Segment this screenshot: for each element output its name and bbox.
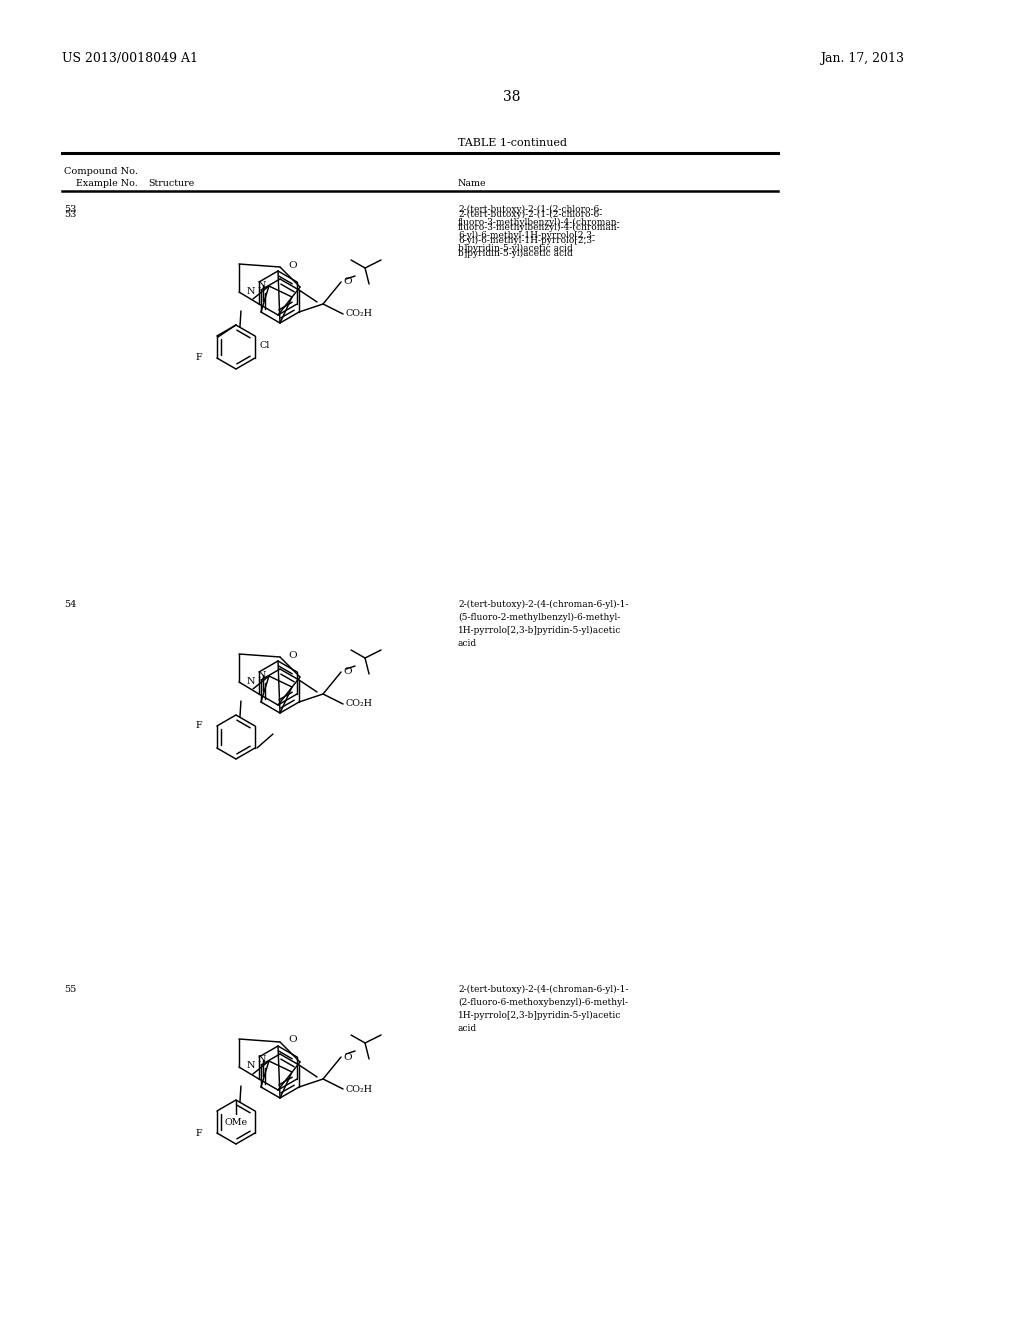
Text: 6-yl)-6-methyl-1H-pyrrolo[2,3-: 6-yl)-6-methyl-1H-pyrrolo[2,3-: [458, 236, 595, 246]
Text: F: F: [196, 1129, 202, 1138]
Text: CO₂H: CO₂H: [345, 1085, 372, 1093]
Text: b]pyridin-5-yl)acetic acid: b]pyridin-5-yl)acetic acid: [458, 244, 572, 253]
Text: 2-(tert-butoxy)-2-(4-(chroman-6-yl)-1-: 2-(tert-butoxy)-2-(4-(chroman-6-yl)-1-: [458, 601, 629, 609]
Text: Jan. 17, 2013: Jan. 17, 2013: [820, 51, 904, 65]
Text: 54: 54: [63, 601, 77, 609]
Text: F: F: [196, 722, 202, 730]
Text: 2-(tert-butoxy)-2-(1-(2-chloro-6-: 2-(tert-butoxy)-2-(1-(2-chloro-6-: [458, 210, 602, 219]
Text: TABLE 1-continued: TABLE 1-continued: [458, 139, 566, 148]
Text: 6-yl)-6-methyl-1H-pyrrolo[2,3-: 6-yl)-6-methyl-1H-pyrrolo[2,3-: [458, 231, 595, 240]
Text: 1H-pyrrolo[2,3-b]pyridin-5-yl)acetic: 1H-pyrrolo[2,3-b]pyridin-5-yl)acetic: [458, 626, 622, 635]
Text: Example No.: Example No.: [76, 180, 138, 187]
Text: fluoro-3-methylbenzyl)-4-(chroman-: fluoro-3-methylbenzyl)-4-(chroman-: [458, 218, 621, 227]
Text: 2-(tert-butoxy)-2-(4-(chroman-6-yl)-1-: 2-(tert-butoxy)-2-(4-(chroman-6-yl)-1-: [458, 985, 629, 994]
Text: CO₂H: CO₂H: [345, 309, 372, 318]
Text: O: O: [288, 651, 297, 660]
Text: N: N: [247, 676, 255, 685]
Text: Compound No.: Compound No.: [63, 168, 138, 176]
Text: (2-fluoro-6-methoxybenzyl)-6-methyl-: (2-fluoro-6-methoxybenzyl)-6-methyl-: [458, 998, 628, 1007]
Text: 53: 53: [63, 205, 77, 214]
Text: 38: 38: [503, 90, 521, 104]
Text: N: N: [247, 286, 255, 296]
Text: O: O: [288, 1035, 297, 1044]
Text: Structure: Structure: [148, 180, 195, 187]
Text: N: N: [247, 1061, 255, 1071]
Text: O: O: [343, 277, 351, 286]
Text: CO₂H: CO₂H: [345, 700, 372, 709]
Text: O: O: [343, 668, 351, 676]
Text: US 2013/0018049 A1: US 2013/0018049 A1: [62, 51, 198, 65]
Text: acid: acid: [458, 639, 477, 648]
Text: F: F: [196, 354, 202, 363]
Text: 1H-pyrrolo[2,3-b]pyridin-5-yl)acetic: 1H-pyrrolo[2,3-b]pyridin-5-yl)acetic: [458, 1011, 622, 1020]
Text: fluoro-3-methylbenzyl)-4-(chroman-: fluoro-3-methylbenzyl)-4-(chroman-: [458, 223, 621, 232]
Text: acid: acid: [458, 1024, 477, 1034]
Text: 53: 53: [63, 210, 77, 219]
Text: N: N: [258, 281, 266, 289]
Text: (5-fluoro-2-methylbenzyl)-6-methyl-: (5-fluoro-2-methylbenzyl)-6-methyl-: [458, 612, 621, 622]
Text: Cl: Cl: [259, 342, 269, 351]
Text: O: O: [288, 260, 297, 269]
Text: b]pyridin-5-yl)acetic acid: b]pyridin-5-yl)acetic acid: [458, 249, 572, 259]
Text: OMe: OMe: [224, 1118, 248, 1127]
Text: N: N: [258, 671, 266, 680]
Text: Name: Name: [458, 180, 486, 187]
Text: N: N: [258, 1056, 266, 1064]
Text: 2-(tert-butoxy)-2-(1-(2-chloro-6-: 2-(tert-butoxy)-2-(1-(2-chloro-6-: [458, 205, 602, 214]
Text: 55: 55: [63, 985, 76, 994]
Text: O: O: [343, 1052, 351, 1061]
